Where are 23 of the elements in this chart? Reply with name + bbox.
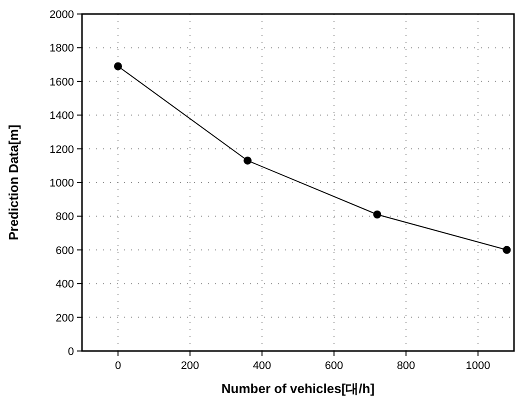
y-tick-label: 1200 [50, 144, 74, 156]
x-axis-title: Number of vehicles[대/h] [221, 381, 375, 396]
point [244, 156, 252, 165]
y-tick-label: 800 [56, 211, 74, 224]
y-tick-label: 400 [56, 278, 74, 291]
x-tick-label: 0 [114, 360, 122, 372]
point [373, 210, 382, 219]
x-tick-label: 800 [396, 360, 416, 372]
y-tick-label: 200 [56, 312, 74, 324]
y-axis-title: Prediction Data[m] [6, 124, 21, 240]
y-tick-label: 1600 [50, 76, 74, 88]
x-tick-label: 1000 [466, 360, 490, 372]
y-tick-label: 1000 [50, 178, 74, 190]
x-tick-label: 200 [180, 360, 200, 372]
point [114, 62, 122, 70]
x-tick-label: 600 [324, 360, 344, 372]
x-tick-label: 400 [252, 360, 272, 372]
y-tick-label: 0 [68, 346, 74, 358]
y-tick-label: 1400 [50, 110, 74, 122]
y-tick-label: 2000 [50, 9, 74, 21]
point [502, 246, 511, 254]
y-tick-label: 600 [56, 244, 74, 257]
y-tick-label: 1800 [50, 42, 74, 55]
